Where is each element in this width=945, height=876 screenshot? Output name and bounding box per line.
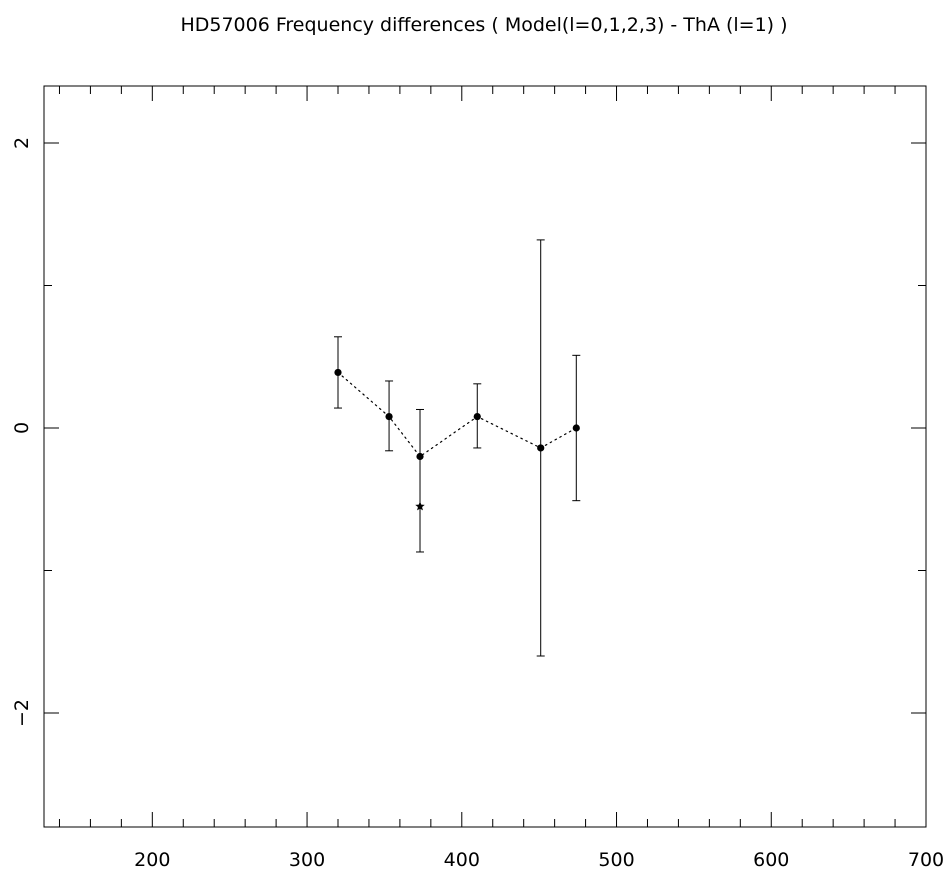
x-tick-label: 200 <box>134 849 170 871</box>
x-tick-label: 300 <box>289 849 325 871</box>
axis-ticks <box>44 86 927 827</box>
tick-labels: 200 300 400 500 600 700 −2 0 2 <box>11 137 944 871</box>
plot-frame <box>43 85 927 828</box>
series-line <box>337 371 577 458</box>
x-tick-label: 600 <box>753 849 789 871</box>
data-point <box>334 368 342 377</box>
x-tick-label: 500 <box>598 849 634 871</box>
star-point <box>415 501 425 511</box>
x-tick-label: 700 <box>908 849 944 871</box>
data-point <box>473 413 481 421</box>
data-point <box>416 452 424 461</box>
x-tick-label: 400 <box>444 849 480 871</box>
y-tick-label: −2 <box>11 699 33 727</box>
data-point <box>537 444 545 452</box>
y-tick-label: 0 <box>11 422 33 434</box>
y-tick-label: 2 <box>11 137 33 149</box>
data-layer <box>334 239 581 657</box>
chart-title: HD57006 Frequency differences ( Model(l=… <box>180 14 787 36</box>
data-point <box>572 424 580 432</box>
data-point <box>385 413 393 421</box>
